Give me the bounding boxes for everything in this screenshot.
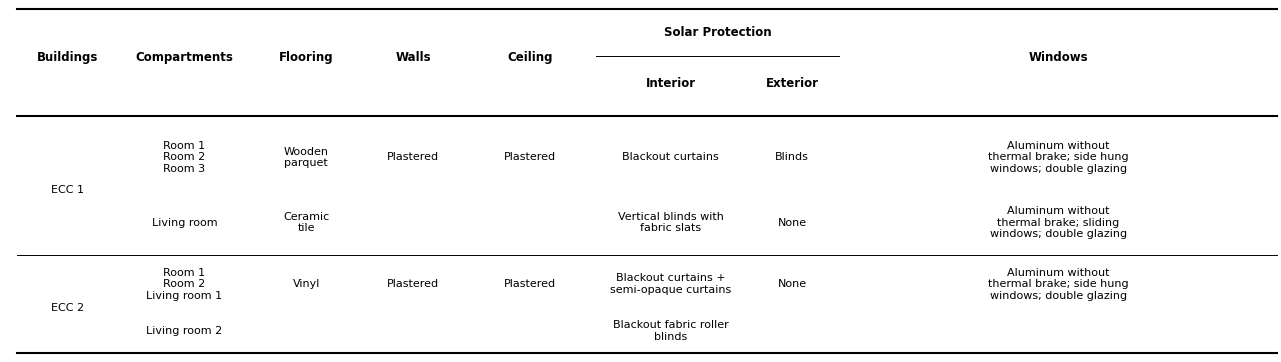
Text: Living room 2: Living room 2 — [146, 326, 223, 336]
Text: Plastered: Plastered — [503, 152, 556, 163]
Text: Solar Protection: Solar Protection — [664, 26, 771, 39]
Text: Blackout curtains: Blackout curtains — [623, 152, 719, 163]
Text: Compartments: Compartments — [136, 51, 233, 64]
Text: None: None — [778, 218, 807, 228]
Text: Plastered: Plastered — [387, 279, 439, 289]
Text: Aluminum without
thermal brake; sliding
windows; double glazing: Aluminum without thermal brake; sliding … — [989, 206, 1127, 239]
Text: Flooring: Flooring — [279, 51, 333, 64]
Text: None: None — [778, 279, 807, 289]
Text: Ceiling: Ceiling — [507, 51, 552, 64]
Text: Plastered: Plastered — [387, 152, 439, 163]
Text: Windows: Windows — [1029, 51, 1088, 64]
Text: Walls: Walls — [396, 51, 430, 64]
Text: Aluminum without
thermal brake; side hung
windows; double glazing: Aluminum without thermal brake; side hun… — [988, 268, 1129, 301]
Text: Buildings: Buildings — [37, 51, 99, 64]
Text: Plastered: Plastered — [503, 279, 556, 289]
Text: Blinds: Blinds — [775, 152, 810, 163]
Text: ECC 2: ECC 2 — [51, 303, 85, 313]
Text: Wooden
parquet: Wooden parquet — [283, 147, 329, 168]
Text: Vinyl: Vinyl — [292, 279, 320, 289]
Text: ECC 1: ECC 1 — [51, 185, 85, 195]
Text: Exterior: Exterior — [766, 77, 819, 90]
Text: Aluminum without
thermal brake; side hung
windows; double glazing: Aluminum without thermal brake; side hun… — [988, 141, 1129, 174]
Text: Room 1
Room 2
Room 3: Room 1 Room 2 Room 3 — [164, 141, 205, 174]
Text: Room 1
Room 2
Living room 1: Room 1 Room 2 Living room 1 — [146, 268, 223, 301]
Text: Interior: Interior — [646, 77, 696, 90]
Text: Blackout fabric roller
blinds: Blackout fabric roller blinds — [612, 320, 729, 342]
Text: Living room: Living room — [151, 218, 218, 228]
Text: Vertical blinds with
fabric slats: Vertical blinds with fabric slats — [617, 212, 724, 233]
Text: Blackout curtains +
semi-opaque curtains: Blackout curtains + semi-opaque curtains — [610, 273, 731, 295]
Text: Ceramic
tile: Ceramic tile — [283, 212, 329, 233]
